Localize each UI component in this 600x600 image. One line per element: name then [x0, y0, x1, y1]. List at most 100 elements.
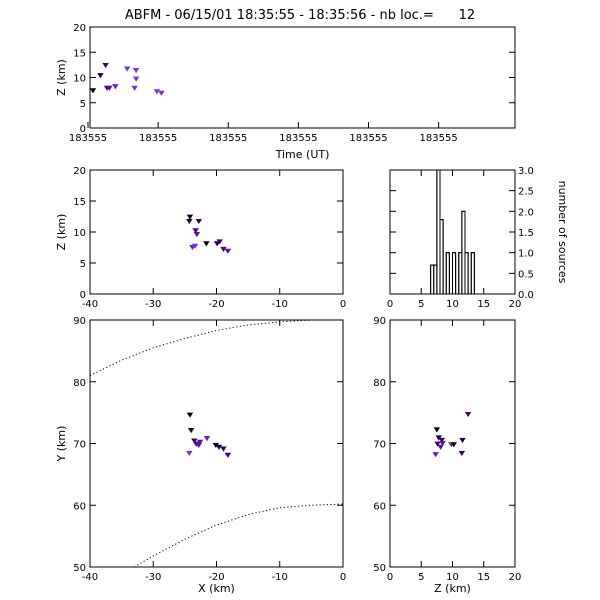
x-tick-label: 183555 [420, 133, 458, 144]
data-point [435, 435, 442, 441]
data-point [195, 218, 203, 225]
x-tick-label: -10 [272, 299, 288, 310]
y-tick-label: 80 [373, 378, 386, 389]
data-point [434, 441, 441, 447]
y-tick-label: 0 [80, 124, 86, 135]
time-height-panel: 0 5 10 15 20 183555 183555 183555 183555 183555 18… [55, 23, 516, 161]
x-tick-label: 0 [387, 572, 393, 583]
y-tick-label: 90 [73, 316, 86, 327]
y-axis-label: Y (km) [55, 426, 68, 463]
x-z-panel: 0 5 10 15 20 -40 -30 -20 -10 0 Z (km) [55, 166, 346, 310]
data-point [131, 85, 138, 91]
x-tick-label: 10 [446, 299, 459, 310]
data-point [437, 444, 444, 450]
y-tick-label: 20 [73, 23, 86, 34]
data-point [186, 450, 193, 457]
figure-title: ABFM - 06/15/01 18:35:55 - 18:35:56 - nb… [125, 8, 475, 23]
data-point [224, 248, 232, 254]
y-tick-label: 0.0 [518, 290, 534, 301]
data-point [123, 66, 131, 72]
data-point [191, 438, 198, 444]
data-point [459, 437, 466, 444]
x-tick-label: -20 [208, 299, 224, 310]
data-point [220, 246, 227, 252]
data-point [186, 214, 194, 220]
histogram-bar [464, 252, 469, 295]
y-tick-label: 20 [73, 166, 86, 177]
y-axis-label: Z (km) [55, 214, 68, 251]
x-tick-label: -40 [82, 572, 98, 583]
data-point [216, 239, 223, 245]
y-tick-label: 1.5 [518, 228, 534, 239]
data-point [220, 446, 227, 452]
x-y-panel: 50 60 70 80 90 -40 -30 -20 -10 0 X (km) Y (km) [55, 316, 346, 595]
data-point [203, 241, 210, 247]
y-axis-label: Z (km) [55, 59, 68, 96]
x-tick-label: -30 [145, 572, 161, 583]
x-tick-label: 15 [477, 299, 490, 310]
y-tick-label: 3.0 [518, 166, 534, 177]
y-tick-label: 0.5 [518, 269, 534, 280]
x-tick-label: -40 [82, 299, 98, 310]
histogram-bar [470, 252, 475, 295]
data-point [213, 241, 221, 247]
data-point [192, 228, 199, 234]
x-tick-label: 10 [446, 572, 459, 583]
y-tick-label: 2.5 [518, 187, 534, 198]
x-tick-label: 0 [340, 299, 346, 310]
x-tick-label: 15 [477, 572, 490, 583]
y-tick-label: 50 [373, 563, 386, 574]
data-point [102, 62, 109, 69]
data-point [203, 436, 211, 442]
z-y-panel: 50 60 70 80 90 0 5 10 15 20 Z (km) [373, 316, 521, 595]
x-tick-label: 5 [418, 572, 424, 583]
x-tick-label: 0 [340, 572, 346, 583]
data-point [97, 73, 104, 79]
data-point [158, 90, 165, 96]
y-tick-label: 1.0 [518, 249, 534, 260]
x-tick-label: 5 [418, 299, 424, 310]
data-point [112, 84, 119, 90]
x-tick-label: 20 [509, 299, 522, 310]
x-tick-label: 183555 [209, 133, 247, 144]
x-tick-label: 20 [509, 572, 522, 583]
y-tick-label: 15 [73, 197, 86, 208]
x-axis-label: Time (UT) [275, 148, 330, 161]
data-point [464, 411, 472, 418]
histogram-bar [452, 252, 457, 295]
histogram-bar [445, 252, 450, 295]
x-tick-label: -30 [145, 299, 161, 310]
plot-frame [89, 169, 344, 295]
y-tick-label: 5 [80, 99, 86, 110]
x-axis-label: X (km) [198, 582, 235, 595]
data-point [186, 218, 193, 225]
data-point [196, 439, 204, 445]
data-point [215, 444, 223, 450]
data-point [193, 231, 201, 238]
x-tick-label: -10 [272, 572, 288, 583]
y-tick-label: 2.0 [518, 207, 534, 218]
data-point [153, 89, 161, 95]
data-point [186, 412, 194, 418]
data-point [433, 427, 441, 433]
z-histogram-panel: 0.0 0.5 1.0 1.5 2.0 2.5 3.0 0 5 10 15 20 number of s… [387, 166, 569, 310]
y-tick-label: 10 [73, 228, 86, 239]
y-tick-label: 50 [73, 563, 86, 574]
y-tick-label: 60 [73, 501, 86, 512]
data-point [191, 243, 199, 249]
x-tick-label: -20 [208, 572, 224, 583]
x-axis-label: Z (km) [434, 582, 471, 595]
plot-frame [89, 26, 516, 129]
data-point [438, 437, 446, 444]
data-point [187, 428, 195, 434]
x-tick-label: 183555 [139, 133, 177, 144]
data-point [132, 68, 140, 74]
y-tick-label: 70 [373, 440, 386, 451]
data-point [106, 85, 113, 91]
y-tick-label: 70 [73, 440, 86, 451]
range-ring-curve [89, 319, 325, 377]
x-tick-label: 183555 [279, 133, 317, 144]
x-tick-label: 183555 [349, 133, 387, 144]
range-ring-curve [134, 503, 344, 568]
